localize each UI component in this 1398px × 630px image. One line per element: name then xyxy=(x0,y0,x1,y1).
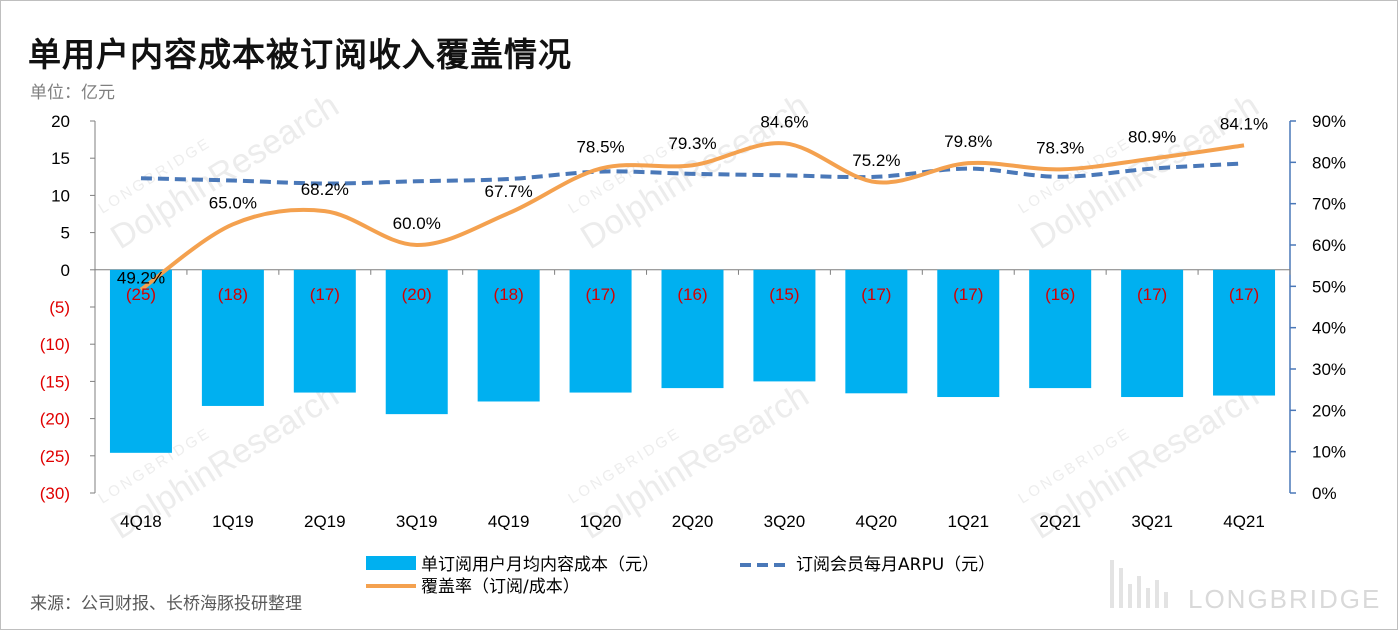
coverage-data-label: 68.2% xyxy=(301,180,349,199)
coverage-data-label: 79.8% xyxy=(944,132,992,151)
x-category-label: 1Q19 xyxy=(212,512,254,531)
x-category-label: 3Q19 xyxy=(396,512,438,531)
cost-bar-label: (17) xyxy=(1137,285,1167,304)
coverage-data-label: 75.2% xyxy=(852,151,900,170)
cost-bar xyxy=(477,269,540,402)
axes-layer: 20 15 10 5 0 (5) (10) (15) (20) (25) (30) 90% 80% 70%… xyxy=(40,112,1346,531)
cost-bar-label: (18) xyxy=(494,285,524,304)
x-category-label: 2Q21 xyxy=(1039,512,1081,531)
x-category-label: 4Q20 xyxy=(856,512,898,531)
cost-bar-label: (20) xyxy=(402,285,432,304)
coverage-data-label: 79.3% xyxy=(668,134,716,153)
x-category-label: 3Q21 xyxy=(1131,512,1173,531)
cost-bar xyxy=(293,269,356,393)
coverage-line xyxy=(139,141,1245,292)
watermark-dolphin-text: DolphinResearch xyxy=(1024,86,1265,256)
cost-bar xyxy=(569,269,632,393)
coverage-data-label: 78.5% xyxy=(576,138,624,157)
right-tick-label: 70% xyxy=(1312,195,1346,214)
legend-arpu-label: 订阅会员每月ARPU（元） xyxy=(796,555,995,575)
lines-layer xyxy=(139,141,1245,292)
left-tick-label: 20 xyxy=(51,112,70,131)
cost-bar-label: (18) xyxy=(218,285,248,304)
watermark-dolphin-text: DolphinResearch xyxy=(104,86,345,256)
right-tick-label: 50% xyxy=(1312,277,1346,296)
coverage-data-label: 80.9% xyxy=(1128,128,1176,147)
cost-bar-label: (17) xyxy=(1229,285,1259,304)
cost-bar-label: (16) xyxy=(1045,285,1075,304)
coverage-data-label: 49.2% xyxy=(117,269,165,288)
coverage-data-label: 60.0% xyxy=(393,214,441,233)
right-tick-label: 0% xyxy=(1312,484,1337,503)
left-tick-label: 15 xyxy=(51,149,70,168)
x-category-label: 1Q20 xyxy=(580,512,622,531)
cost-bar-label: (17) xyxy=(953,285,983,304)
legend: 单订阅用户月均内容成本（元） 订阅会员每月ARPU（元） 覆盖率（订阅/成本） xyxy=(366,555,995,597)
left-tick-label: (10) xyxy=(40,335,70,354)
cost-bar-label: (17) xyxy=(861,285,891,304)
right-tick-label: 10% xyxy=(1312,443,1346,462)
cost-bar xyxy=(1213,269,1276,396)
source-note: 来源：公司财报、长桥海豚投研整理 xyxy=(30,594,302,614)
cost-bar xyxy=(1029,269,1092,389)
left-tick-label: (25) xyxy=(40,447,70,466)
bars-layer xyxy=(109,269,1276,453)
left-tick-label: (30) xyxy=(40,484,70,503)
left-tick-label: (15) xyxy=(40,372,70,391)
cost-bar-label: (17) xyxy=(310,285,340,304)
left-tick-label: 5 xyxy=(61,224,70,243)
right-tick-label: 80% xyxy=(1312,153,1346,172)
cost-bar xyxy=(845,269,908,394)
cost-bar-label: (16) xyxy=(677,285,707,304)
unit-label: 单位：亿元 xyxy=(30,83,115,103)
coverage-data-label: 78.3% xyxy=(1036,138,1084,157)
legend-coverage-label: 覆盖率（订阅/成本） xyxy=(421,577,580,597)
cost-bar xyxy=(109,269,172,453)
cost-bar xyxy=(385,269,448,415)
x-category-label: 2Q19 xyxy=(304,512,346,531)
x-category-label: 4Q18 xyxy=(120,512,162,531)
arpu-line xyxy=(140,161,1245,186)
x-category-label: 2Q20 xyxy=(672,512,714,531)
cost-bar-label: (15) xyxy=(769,285,799,304)
left-tick-label: 10 xyxy=(51,186,70,205)
right-tick-label: 90% xyxy=(1312,112,1346,131)
right-tick-label: 40% xyxy=(1312,319,1346,338)
left-tick-label: (20) xyxy=(40,410,70,429)
coverage-data-label: 65.0% xyxy=(209,193,257,212)
cost-bar xyxy=(753,269,816,382)
coverage-data-label: 67.7% xyxy=(485,182,533,201)
cost-bar xyxy=(201,269,264,406)
labels-layer: (25) (18) (17) (20) (18) (17) (16) (15) (17) (17)… xyxy=(117,112,1268,304)
right-tick-label: 60% xyxy=(1312,236,1346,255)
coverage-data-label: 84.1% xyxy=(1220,114,1268,133)
brand-name: LONGBRIDGE xyxy=(1188,584,1382,614)
cost-bar-label: (17) xyxy=(585,285,615,304)
coverage-data-label: 84.6% xyxy=(760,112,808,131)
x-category-label: 1Q21 xyxy=(947,512,989,531)
legend-bar-swatch xyxy=(366,556,416,570)
chart-title: 单用户内容成本被订阅收入覆盖情况 xyxy=(28,35,572,74)
x-category-label: 4Q21 xyxy=(1223,512,1265,531)
cost-bar xyxy=(937,269,1000,398)
cost-bar xyxy=(661,269,724,389)
left-tick-label: (5) xyxy=(49,298,70,317)
x-category-label: 4Q19 xyxy=(488,512,530,531)
legend-bar-label: 单订阅用户月均内容成本（元） xyxy=(421,555,659,575)
right-tick-label: 30% xyxy=(1312,360,1346,379)
cost-bar xyxy=(1121,269,1184,398)
longbridge-logo-icon xyxy=(1110,560,1168,608)
x-category-label: 3Q20 xyxy=(764,512,806,531)
left-tick-label: 0 xyxy=(61,261,70,280)
cost-bar-label: (25) xyxy=(126,285,156,304)
right-tick-label: 20% xyxy=(1312,401,1346,420)
